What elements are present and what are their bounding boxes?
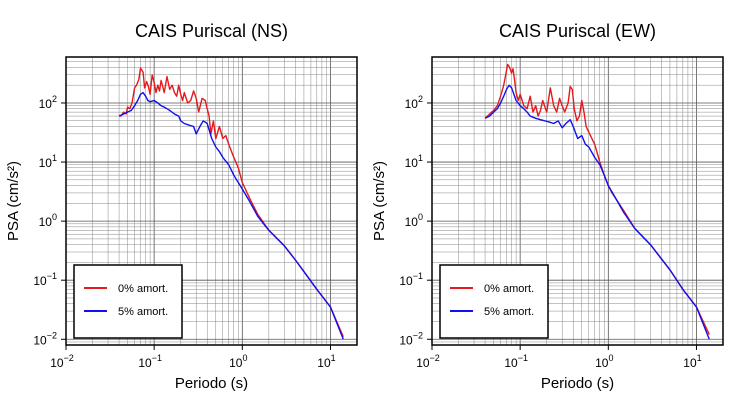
y-tick-label: 10−1: [399, 271, 423, 288]
y-axis-label: PSA (cm/s²): [5, 161, 22, 241]
chart-title: CAIS Puriscal (NS): [135, 21, 288, 41]
legend-label-1: 5% amort.: [118, 306, 168, 318]
y-tick-label: 102: [39, 94, 57, 111]
x-axis-label: Periodo (s): [175, 375, 248, 392]
legend-label-0: 0% amort.: [118, 283, 168, 295]
y-tick-label: 10−1: [33, 271, 57, 288]
x-tick-label: 101: [683, 353, 701, 370]
tick-exponent: −2: [413, 330, 423, 340]
y-tick-label: 101: [405, 153, 423, 170]
legend-label-0: 0% amort.: [484, 283, 534, 295]
x-axis-label: Periodo (s): [541, 375, 614, 392]
y-axis-label: PSA (cm/s²): [371, 161, 388, 241]
y-tick-label: 101: [39, 153, 57, 170]
tick-exponent: 0: [52, 212, 57, 222]
series-line-1: [484, 84, 710, 340]
tick-exponent: −2: [47, 330, 57, 340]
tick-exponent: −2: [430, 353, 440, 363]
tick-exponent: −1: [47, 271, 57, 281]
tick-exponent: 2: [52, 94, 57, 104]
legend: 0% amort. 5% amort.: [73, 264, 183, 339]
legend-box: [73, 264, 183, 339]
y-tick-label: 10−2: [33, 330, 57, 347]
x-tick-label: 100: [595, 353, 613, 370]
tick-exponent: 1: [418, 153, 423, 163]
tick-exponent: 1: [697, 353, 702, 363]
legend: 0% amort. 5% amort.: [439, 264, 549, 339]
tick-exponent: 0: [608, 353, 613, 363]
legend-label-1: 5% amort.: [484, 306, 534, 318]
series-line-1: [118, 91, 344, 340]
tick-exponent: 2: [418, 94, 423, 104]
y-tick-label: 102: [405, 94, 423, 111]
tick-exponent: −1: [413, 271, 423, 281]
legend-box: [439, 264, 549, 339]
y-tick-label: 10−2: [399, 330, 423, 347]
x-tick-label: 10−2: [416, 353, 440, 370]
y-tick-label: 100: [39, 212, 57, 229]
series-line-0: [118, 67, 344, 338]
chart-title: CAIS Puriscal (EW): [499, 21, 656, 41]
x-tick-label: 10−2: [50, 353, 74, 370]
x-tick-label: 10−1: [504, 353, 528, 370]
tick-exponent: 1: [52, 153, 57, 163]
tick-exponent: 1: [331, 353, 336, 363]
x-tick-label: 10−1: [138, 353, 162, 370]
x-tick-label: 101: [317, 353, 335, 370]
tick-exponent: 0: [242, 353, 247, 363]
tick-exponent: −1: [152, 353, 162, 363]
tick-exponent: 0: [418, 212, 423, 222]
plot-frame: [431, 56, 724, 346]
tick-exponent: −2: [64, 353, 74, 363]
y-tick-label: 100: [405, 212, 423, 229]
tick-exponent: −1: [518, 353, 528, 363]
plot-frame: [65, 56, 358, 346]
x-tick-label: 100: [229, 353, 247, 370]
